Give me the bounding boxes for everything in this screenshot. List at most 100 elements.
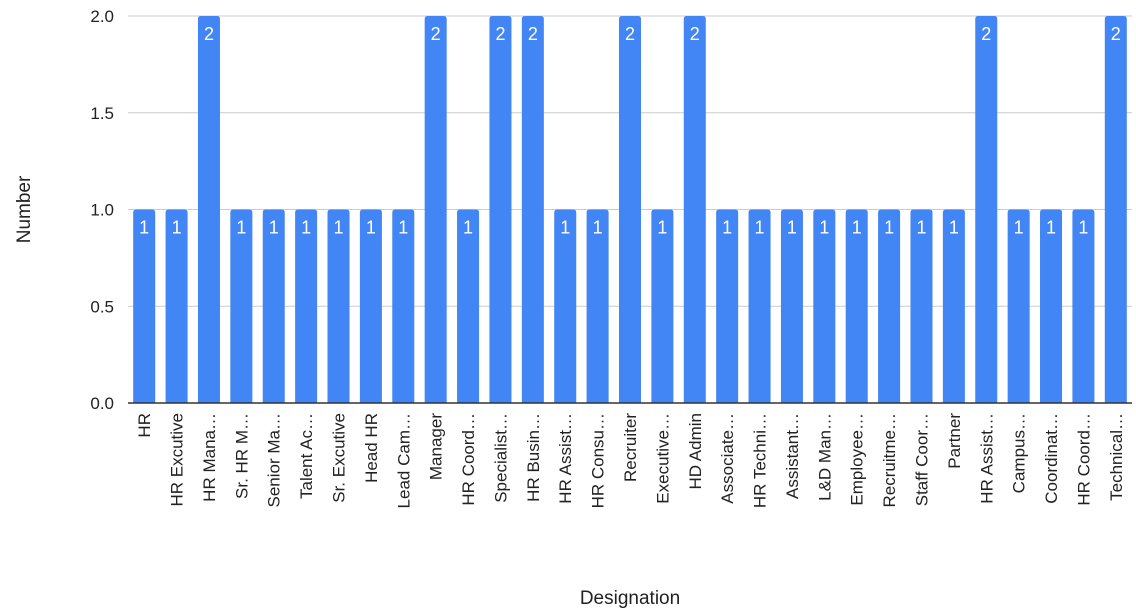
bar-data-label: 1	[722, 218, 732, 238]
bar	[1007, 209, 1030, 403]
bar	[1040, 209, 1063, 403]
y-tick-label: 1.0	[90, 201, 114, 220]
bar-data-label: 2	[690, 24, 700, 44]
x-tick-label: Recruitme…	[880, 413, 899, 507]
bar	[489, 16, 512, 403]
bar	[133, 209, 156, 403]
x-tick-label: Coordinat…	[1042, 413, 1061, 504]
x-tick-label: Partner	[945, 413, 964, 469]
bar	[942, 209, 965, 403]
x-tick-label: Technical…	[1107, 413, 1126, 501]
bar-data-label: 1	[1014, 218, 1024, 238]
x-tick-label: Senior Ma…	[265, 413, 284, 507]
bar-data-label: 1	[593, 218, 603, 238]
bar	[165, 209, 188, 403]
x-tick-label: Manager	[427, 413, 446, 480]
bar	[554, 209, 577, 403]
y-axis-ticks: 0.0 0.5 1.0 1.5 2.0	[90, 7, 114, 413]
bar-data-label: 2	[431, 24, 441, 44]
bar	[262, 209, 285, 403]
bar-data-label: 2	[495, 24, 505, 44]
bar-data-label: 1	[269, 218, 279, 238]
x-tick-label: Staff Coor…	[912, 413, 931, 506]
x-tick-label: Associate…	[718, 413, 737, 504]
bar	[780, 209, 803, 403]
bar	[683, 16, 706, 403]
bar	[1104, 16, 1127, 403]
bar-data-label: 2	[528, 24, 538, 44]
bar-data-label: 2	[625, 24, 635, 44]
bar-data-label: 1	[366, 218, 376, 238]
y-tick-label: 0.0	[90, 394, 114, 413]
bar	[975, 16, 998, 403]
bar-data-label: 1	[755, 218, 765, 238]
bar-data-label: 1	[819, 218, 829, 238]
x-tick-label: HR Mana…	[200, 413, 219, 502]
bar-data-label: 1	[884, 218, 894, 238]
bar	[813, 209, 836, 403]
x-tick-label: Head HR	[362, 413, 381, 483]
y-tick-label: 0.5	[90, 297, 114, 316]
x-tick-label: Lead Cam…	[394, 413, 413, 508]
bar	[197, 16, 220, 403]
bars	[133, 16, 1127, 403]
bar	[457, 209, 480, 403]
x-tick-label: HD Admin	[686, 413, 705, 490]
x-tick-label: Sr. HR M…	[232, 413, 251, 499]
x-tick-label: Specialist…	[491, 413, 510, 503]
bar	[651, 209, 674, 403]
bar-data-label: 1	[139, 218, 149, 238]
bar-data-label: 2	[981, 24, 991, 44]
bar	[878, 209, 901, 403]
bar-data-label: 1	[657, 218, 667, 238]
x-tick-label: HR Techni…	[751, 413, 770, 508]
x-tick-label: HR Coord…	[459, 413, 478, 506]
bar-data-label: 1	[463, 218, 473, 238]
x-tick-label: Sr. Excutive	[330, 413, 349, 503]
bar-data-label: 1	[787, 218, 797, 238]
x-axis-ticks: HR HR Excutive HR Mana… Sr. HR M… Senior Ma……	[135, 413, 1126, 509]
x-tick-label: HR Assist…	[556, 413, 575, 504]
bar	[327, 209, 350, 403]
bar-data-label: 2	[204, 24, 214, 44]
x-tick-label: HR Coord…	[1074, 413, 1093, 506]
x-tick-label: Executive…	[653, 413, 672, 504]
bar-data-label: 1	[334, 218, 344, 238]
x-tick-label: HR Consu…	[589, 413, 608, 508]
bar	[230, 209, 253, 403]
x-tick-label: Assistant…	[783, 413, 802, 499]
bar-data-label: 1	[398, 218, 408, 238]
x-tick-label: HR Assist…	[977, 413, 996, 504]
bar	[618, 16, 642, 403]
bar	[359, 209, 382, 403]
x-axis-title: Designation	[580, 588, 680, 609]
x-tick-label: HR Busin…	[524, 413, 543, 502]
x-tick-label: Campus…	[1010, 413, 1029, 493]
bar	[424, 16, 447, 403]
data-labels: 1 1 2 1 1 1 1 1 1 2 1 2 2 1 1 2 1 2 1 1 1 1 1 1 1 1 2 1 1 1 2	[139, 24, 1121, 238]
bar-data-label: 1	[560, 218, 570, 238]
bar-data-label: 2	[1111, 24, 1121, 44]
bar	[845, 209, 868, 403]
bar	[748, 209, 771, 403]
x-tick-label: L&D Man…	[815, 413, 834, 501]
bar-data-label: 1	[1078, 218, 1088, 238]
bar-data-label: 1	[852, 218, 862, 238]
bar	[295, 209, 318, 403]
bar	[910, 209, 933, 403]
y-tick-label: 1.5	[90, 104, 114, 123]
y-axis-title: Number	[14, 175, 35, 243]
bar	[521, 16, 544, 403]
y-tick-label: 2.0	[90, 7, 114, 26]
x-tick-label: HR	[135, 413, 154, 438]
bar-data-label: 1	[949, 218, 959, 238]
bar	[1072, 209, 1095, 403]
bar	[586, 209, 609, 403]
bar-data-label: 1	[301, 218, 311, 238]
bar	[716, 209, 739, 403]
bar-data-label: 1	[172, 218, 182, 238]
x-tick-label: HR Excutive	[168, 413, 187, 507]
x-tick-label: Recruiter	[621, 413, 640, 482]
bar-data-label: 1	[236, 218, 246, 238]
